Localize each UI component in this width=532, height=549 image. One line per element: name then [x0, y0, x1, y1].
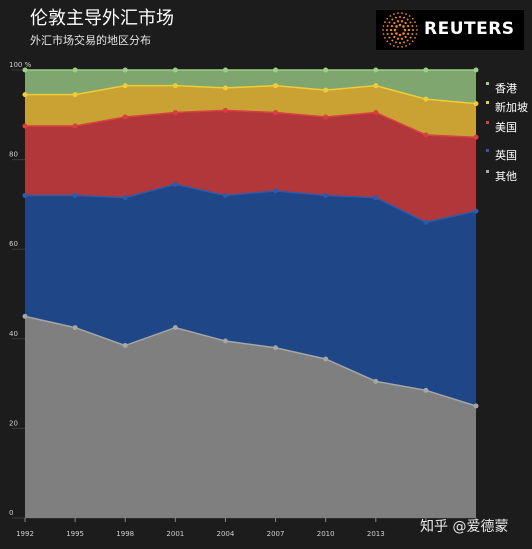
- data-point: [423, 219, 429, 225]
- data-point: [222, 85, 228, 91]
- data-point: [22, 123, 28, 129]
- data-point: [423, 387, 429, 393]
- data-point: [323, 87, 329, 93]
- data-point: [323, 192, 329, 198]
- data-point: [222, 192, 228, 198]
- legend-label: 其他: [495, 170, 517, 183]
- x-tick-label: 2001: [166, 530, 184, 538]
- legend-swatch: [486, 149, 489, 152]
- y-axis-ticks: 0 20 40 60 80 100 %: [9, 61, 32, 517]
- y-tick-label: 40: [9, 330, 18, 338]
- chart-areas: [25, 70, 476, 518]
- area-香港: [25, 70, 476, 104]
- chart-points: [22, 67, 479, 409]
- page-title: 伦敦主导外汇市场: [30, 8, 174, 29]
- data-point: [172, 83, 178, 89]
- data-point: [72, 325, 78, 331]
- x-tick-label: 2007: [267, 530, 285, 538]
- chart-lines: [24, 69, 477, 407]
- data-point: [273, 83, 279, 89]
- legend-label: 新加坡: [495, 100, 528, 114]
- reuters-dots-icon: [382, 12, 418, 48]
- y-tick-label: 80: [9, 151, 18, 159]
- data-point: [323, 114, 329, 120]
- data-point: [172, 181, 178, 187]
- data-point: [72, 192, 78, 198]
- data-point: [373, 195, 379, 201]
- series-line-美国: [25, 109, 477, 138]
- data-point: [473, 134, 479, 140]
- legend-label: 香港: [495, 82, 517, 95]
- reuters-logo: REUTERS: [376, 10, 524, 50]
- y-tick-label: 0: [9, 509, 13, 517]
- legend-swatch: [486, 170, 489, 173]
- data-point: [72, 92, 78, 98]
- data-point: [323, 356, 329, 362]
- data-point: [373, 110, 379, 116]
- logo-text: REUTERS: [424, 19, 515, 39]
- watermark: 知乎 @爱德蒙: [420, 519, 509, 535]
- area-英国: [25, 184, 476, 406]
- data-point: [122, 114, 128, 120]
- data-point: [22, 92, 28, 98]
- data-point: [273, 188, 279, 194]
- legend-label: 美国: [495, 121, 517, 134]
- data-point: [122, 195, 128, 201]
- area-其他: [25, 316, 476, 518]
- y-tick-label: 20: [9, 419, 18, 427]
- x-tick-label: 2013: [367, 530, 385, 538]
- data-point: [423, 132, 429, 138]
- y-tick-label: 100 %: [9, 61, 32, 69]
- x-axis-ticks: 1992 1995 1998 2001 2004 2007 2010 2013: [16, 518, 477, 538]
- y-tick-label: 60: [9, 240, 18, 248]
- data-point: [222, 67, 228, 73]
- data-point: [22, 313, 28, 319]
- x-tick-label: 1998: [116, 530, 134, 538]
- data-point: [122, 67, 128, 73]
- data-point: [473, 403, 479, 409]
- legend-swatch: [486, 82, 489, 85]
- data-point: [172, 67, 178, 73]
- page-subtitle: 外汇市场交易的地区分布: [30, 34, 151, 47]
- data-point: [122, 83, 128, 89]
- series-line-英国: [25, 183, 477, 224]
- data-point: [122, 343, 128, 349]
- x-tick-label: 1992: [16, 530, 34, 538]
- x-tick-label: 2010: [317, 530, 335, 538]
- data-point: [473, 67, 479, 73]
- data-point: [72, 123, 78, 129]
- data-point: [22, 67, 28, 73]
- data-point: [423, 96, 429, 102]
- data-point: [473, 208, 479, 214]
- data-point: [172, 325, 178, 331]
- area-美国: [25, 110, 476, 223]
- data-point: [373, 67, 379, 73]
- data-point: [222, 107, 228, 113]
- legend-swatch: [486, 101, 489, 104]
- data-point: [473, 101, 479, 107]
- data-point: [72, 67, 78, 73]
- series-line-新加坡: [25, 84, 477, 105]
- legend-swatch: [486, 121, 489, 124]
- data-point: [273, 345, 279, 351]
- data-point: [222, 338, 228, 344]
- data-point: [373, 83, 379, 89]
- data-point: [423, 67, 429, 73]
- data-point: [172, 110, 178, 116]
- data-point: [373, 378, 379, 384]
- data-point: [273, 67, 279, 73]
- data-point: [22, 192, 28, 198]
- x-tick-label: 1995: [66, 530, 84, 538]
- legend-label: 英国: [495, 148, 517, 162]
- x-tick-label: 2004: [217, 530, 235, 538]
- data-point: [323, 67, 329, 73]
- area-新加坡: [25, 85, 476, 138]
- data-point: [273, 110, 279, 116]
- series-line-其他: [24, 315, 477, 407]
